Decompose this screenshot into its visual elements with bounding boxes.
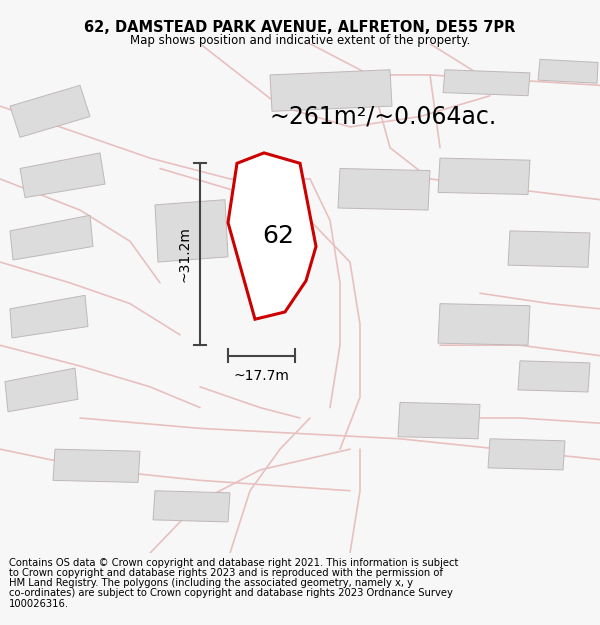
Polygon shape [153,491,230,522]
Polygon shape [20,153,105,198]
Polygon shape [5,368,78,412]
Text: to Crown copyright and database rights 2023 and is reproduced with the permissio: to Crown copyright and database rights 2… [9,568,443,578]
Text: 62: 62 [262,224,294,248]
Text: Contains OS data © Crown copyright and database right 2021. This information is : Contains OS data © Crown copyright and d… [9,558,458,568]
Polygon shape [270,70,392,111]
Polygon shape [438,158,530,194]
Polygon shape [228,153,316,319]
Polygon shape [508,231,590,268]
Text: ~17.7m: ~17.7m [233,369,289,383]
Polygon shape [10,215,93,260]
Text: HM Land Registry. The polygons (including the associated geometry, namely x, y: HM Land Registry. The polygons (includin… [9,578,413,588]
Polygon shape [438,304,530,345]
Polygon shape [398,402,480,439]
Polygon shape [488,439,565,470]
Polygon shape [10,296,88,338]
Text: co-ordinates) are subject to Crown copyright and database rights 2023 Ordnance S: co-ordinates) are subject to Crown copyr… [9,589,453,599]
Text: ~31.2m: ~31.2m [177,226,191,282]
Polygon shape [10,86,90,138]
Text: Map shows position and indicative extent of the property.: Map shows position and indicative extent… [130,34,470,47]
Polygon shape [538,59,598,83]
Text: ~261m²/~0.064ac.: ~261m²/~0.064ac. [270,104,497,129]
Polygon shape [53,449,140,482]
Polygon shape [338,169,430,210]
Polygon shape [240,198,297,249]
Polygon shape [443,70,530,96]
Text: 100026316.: 100026316. [9,599,69,609]
Polygon shape [518,361,590,392]
Text: 62, DAMSTEAD PARK AVENUE, ALFRETON, DE55 7PR: 62, DAMSTEAD PARK AVENUE, ALFRETON, DE55… [85,20,515,35]
Polygon shape [155,199,228,262]
